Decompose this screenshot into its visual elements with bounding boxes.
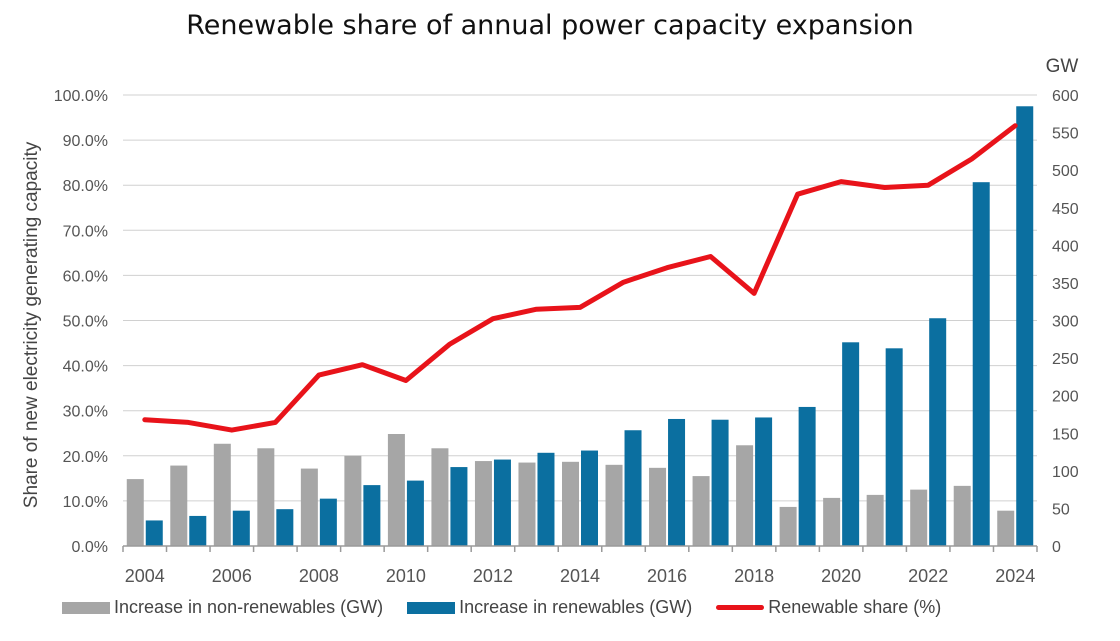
bar-non-renewables xyxy=(300,468,318,546)
bar-renewables xyxy=(232,510,250,546)
bar-renewables xyxy=(668,418,686,546)
bar-non-renewables xyxy=(170,465,188,546)
bar-renewables xyxy=(450,467,468,546)
left-tick-label: 80.0% xyxy=(63,178,108,195)
bar-non-renewables xyxy=(692,476,710,546)
bar-renewables xyxy=(581,450,598,546)
bar-renewables xyxy=(145,520,163,546)
bar-non-renewables xyxy=(736,445,754,546)
bar-renewables xyxy=(929,318,947,546)
x-tick-label: 2024 xyxy=(995,566,1035,586)
bar-non-renewables xyxy=(387,434,405,546)
left-tick-label: 0.0% xyxy=(72,539,108,556)
renewable-share-line xyxy=(142,123,1018,433)
right-tick-label: 100 xyxy=(1052,464,1079,481)
left-tick-label: 100.0% xyxy=(54,88,108,105)
left-tick-label: 70.0% xyxy=(63,223,108,240)
right-axis-title: GW xyxy=(1046,56,1079,77)
right-tick-label: 150 xyxy=(1052,426,1079,443)
x-tick-label: 2008 xyxy=(299,566,339,586)
bar-non-renewables xyxy=(431,448,449,546)
bar-renewables xyxy=(493,459,511,546)
legend-swatch-non-renewables xyxy=(62,601,110,614)
left-tick-label: 10.0% xyxy=(63,494,108,511)
bar-renewables xyxy=(798,406,816,546)
legend-item-renewables: Increase in renewables (GW) xyxy=(407,597,692,618)
legend-item-renewable-share: Renewable share (%) xyxy=(716,597,941,618)
legend-label-non-renewables: Increase in non-renewables (GW) xyxy=(114,597,384,617)
right-tick-label: 500 xyxy=(1052,163,1079,180)
bar-non-renewables xyxy=(562,461,579,546)
right-tick-label: 0 xyxy=(1052,539,1061,556)
legend-swatch-renewable-share xyxy=(716,605,765,610)
bar-renewables xyxy=(537,452,555,546)
left-tick-label: 20.0% xyxy=(63,449,108,466)
left-tick-label: 50.0% xyxy=(63,314,108,331)
bar-renewables xyxy=(842,342,860,546)
bar-non-renewables xyxy=(344,455,362,546)
bar-renewables xyxy=(406,480,424,546)
x-tick-label: 2012 xyxy=(473,566,513,586)
left-axis-title: Share of new electricity generating capa… xyxy=(21,141,42,508)
bar-non-renewables xyxy=(126,479,144,546)
right-tick-label: 50 xyxy=(1052,501,1070,518)
bar-non-renewables xyxy=(605,464,623,546)
bar-renewables xyxy=(624,430,642,546)
legend-swatch-renewables xyxy=(407,601,456,614)
bar-non-renewables xyxy=(213,443,231,546)
bar-renewables xyxy=(755,417,773,546)
left-tick-label: 60.0% xyxy=(63,268,108,285)
x-tick-label: 2014 xyxy=(560,566,600,586)
right-tick-label: 200 xyxy=(1052,389,1079,406)
bar-non-renewables xyxy=(823,497,841,546)
bar-renewables xyxy=(711,419,729,546)
right-tick-label: 400 xyxy=(1052,238,1079,255)
axes: 0.0% 10.0% 20.0% 30.0% 40.0% 50.0% 60.0% 70.0% 8… xyxy=(54,88,1079,586)
bar-non-renewables xyxy=(649,467,667,546)
bar-renewables xyxy=(1016,106,1034,547)
right-tick-label: 600 xyxy=(1052,88,1079,105)
bar-non-renewables xyxy=(953,485,971,546)
bar-renewables xyxy=(276,509,294,546)
right-tick-label: 550 xyxy=(1052,126,1079,143)
x-tick-label: 2022 xyxy=(908,566,948,586)
x-tick-label: 2004 xyxy=(125,566,165,586)
legend-item-non-renewables: Increase in non-renewables (GW) xyxy=(62,597,383,618)
bar-renewables xyxy=(972,182,990,546)
share-line xyxy=(142,123,1018,433)
right-tick-label: 350 xyxy=(1052,276,1079,293)
left-tick-label: 40.0% xyxy=(63,359,108,376)
bar-renewables xyxy=(885,348,903,546)
left-tick-label: 90.0% xyxy=(63,133,108,150)
bar-non-renewables xyxy=(997,510,1015,546)
x-tick-label: 2016 xyxy=(647,566,687,586)
bar-non-renewables xyxy=(910,489,928,546)
bar-renewables xyxy=(189,515,207,546)
bar-non-renewables xyxy=(257,448,275,546)
x-tick-label: 2018 xyxy=(734,566,774,586)
bars xyxy=(126,106,1034,547)
left-tick-label: 30.0% xyxy=(63,404,108,421)
gridlines xyxy=(123,94,1037,502)
bar-non-renewables xyxy=(474,461,492,546)
right-tick-label: 450 xyxy=(1052,201,1079,218)
legend: Increase in non-renewables (GW) Increase… xyxy=(62,597,965,618)
bar-renewables xyxy=(319,498,337,546)
x-tick-label: 2020 xyxy=(821,566,861,586)
x-tick-label: 2010 xyxy=(386,566,426,586)
legend-label-renewables: Increase in renewables (GW) xyxy=(459,597,693,617)
right-tick-label: 300 xyxy=(1052,314,1079,331)
x-tick-label: 2006 xyxy=(212,566,252,586)
right-tick-label: 250 xyxy=(1052,351,1079,368)
bar-non-renewables xyxy=(779,506,797,546)
bar-renewables xyxy=(363,485,381,546)
chart-title: Renewable share of annual power capacity… xyxy=(186,10,914,41)
bar-non-renewables xyxy=(866,494,884,546)
legend-label-renewable-share: Renewable share (%) xyxy=(768,597,942,617)
bar-non-renewables xyxy=(518,462,536,546)
